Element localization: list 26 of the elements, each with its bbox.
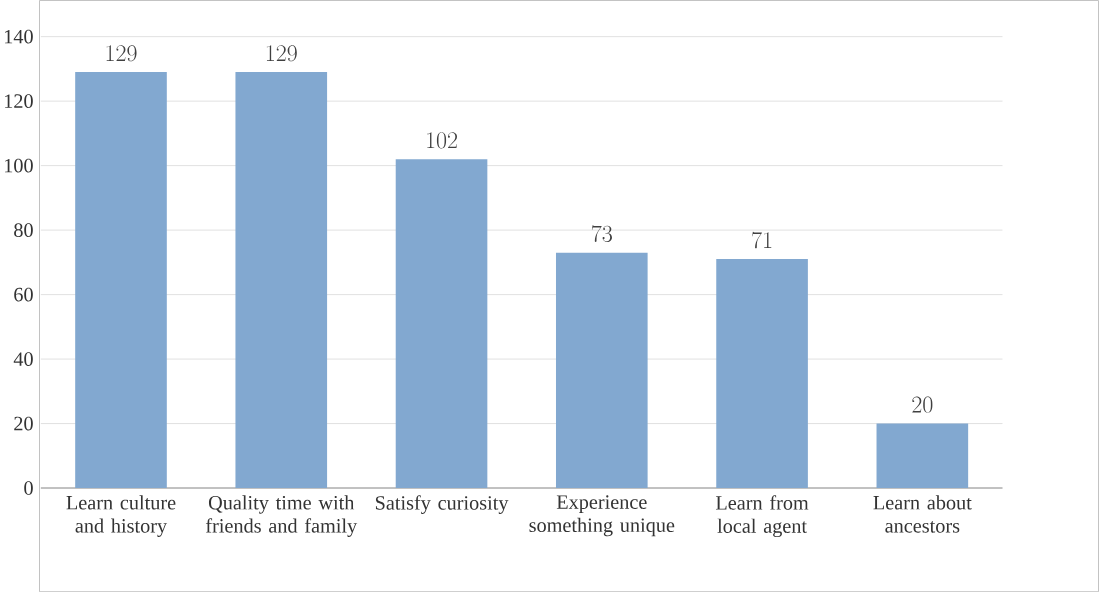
y-tick-label: 140: [5, 29, 33, 44]
bar: [555, 252, 648, 488]
bar: [716, 259, 808, 488]
x-tick-label: Learn culture and history: [66, 495, 176, 537]
bar: [395, 159, 488, 488]
x-tick-label: Quality time with friends and family: [205, 495, 358, 537]
data-label: 102: [427, 132, 458, 149]
bar: [876, 423, 969, 488]
data-label: 73: [591, 225, 612, 242]
y-tick-label: 20: [14, 416, 33, 431]
y-tick-label: 0: [24, 481, 33, 495]
y-tick-label: 60: [14, 287, 33, 302]
data-label: 20: [912, 396, 933, 413]
x-tick-label: Experience something unique: [529, 495, 675, 537]
y-tick-label: 120: [5, 94, 33, 108]
bar: [75, 72, 167, 488]
data-label: 129: [266, 45, 297, 62]
y-tick-label: 80: [14, 223, 33, 237]
y-tick-label: 100: [5, 158, 33, 173]
x-tick-label: Satisfy curiosity: [375, 495, 509, 514]
x-tick-label: Learn from local agent: [715, 495, 809, 537]
data-label: 71: [752, 231, 772, 249]
x-tick-label: Learn about ancestors: [873, 495, 972, 533]
data-label: 129: [106, 45, 137, 62]
y-tick-label: 40: [13, 352, 33, 366]
bar: [235, 72, 328, 488]
